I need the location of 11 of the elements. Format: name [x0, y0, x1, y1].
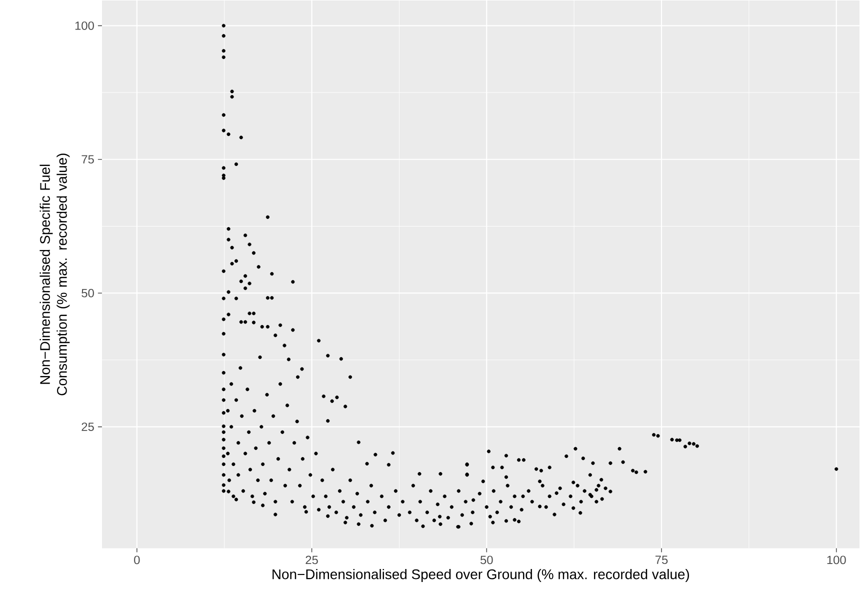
x-axis-title: Non−Dimensionalised Speed over Ground (% max. recorded value) — [272, 568, 690, 582]
y-tick-label: 50 — [82, 288, 94, 298]
y-tick-label: 75 — [82, 155, 94, 164]
x-tick-label: 75 — [655, 556, 668, 564]
x-tick-label: 25 — [306, 556, 318, 564]
x-tick-label: 0 — [134, 556, 140, 564]
y-tick-label: 25 — [82, 422, 94, 431]
x-tick-label: 100 — [827, 556, 846, 564]
y-tick-label: 100 — [75, 21, 94, 30]
x-tick-label: 50 — [480, 556, 493, 564]
y-axis-title: Non−Dimensionalised Specific Fuel Consumption (% max. recorded value) — [40, 154, 70, 396]
